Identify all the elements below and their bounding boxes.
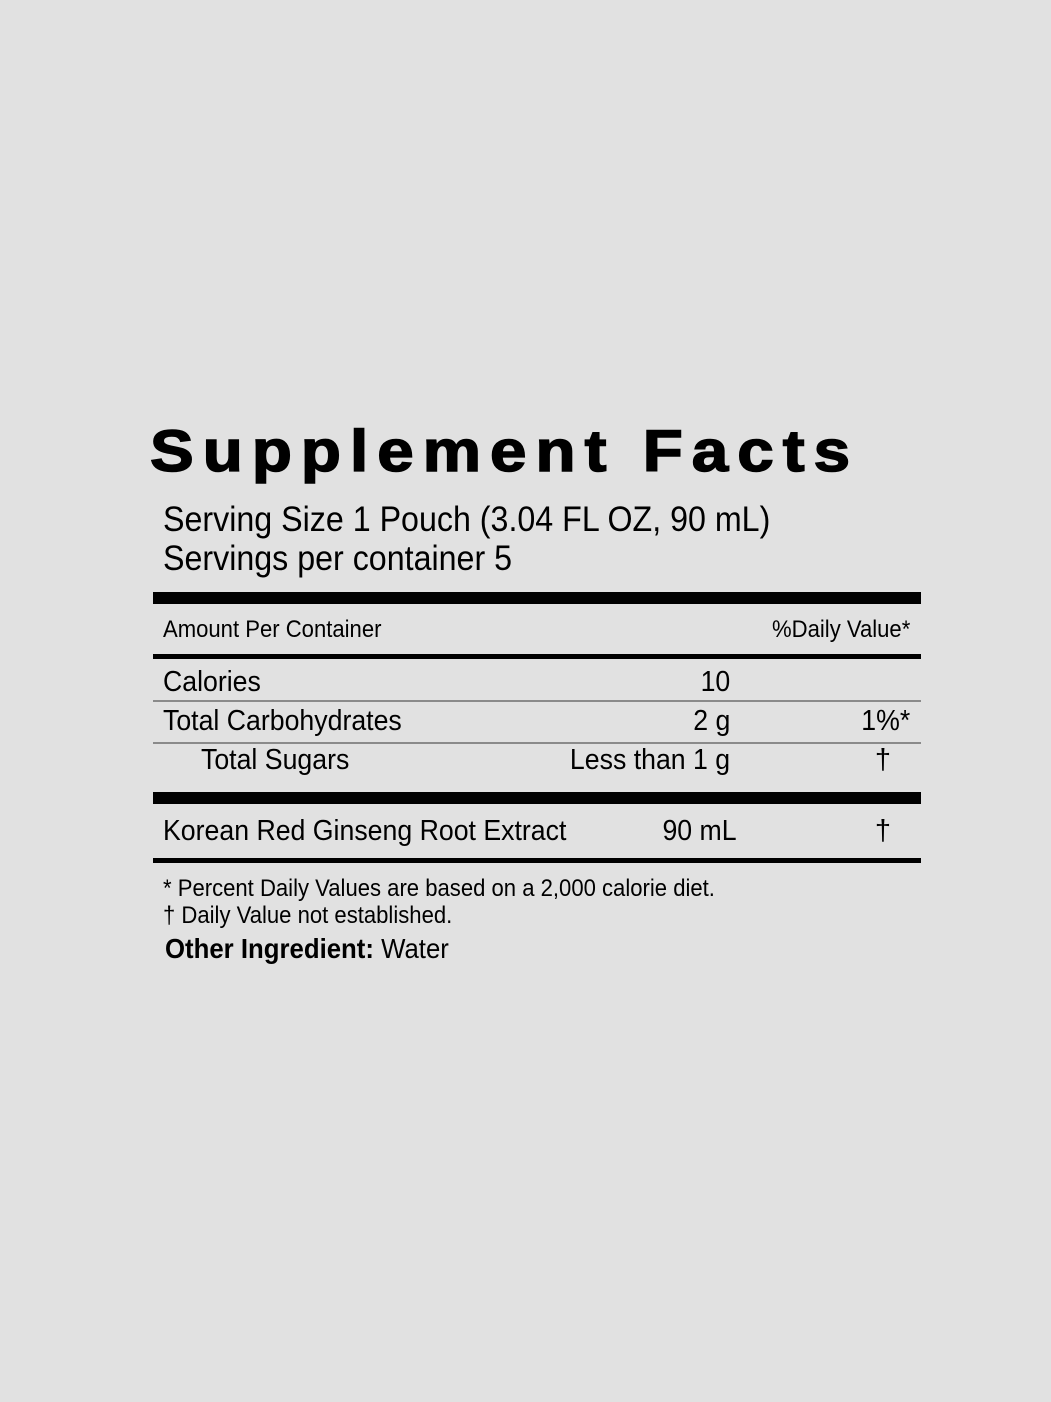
thin-divider	[153, 742, 921, 744]
other-ingredient-value: Water	[373, 933, 449, 964]
nutrient-label: Total Carbohydrates	[163, 705, 402, 737]
medium-divider	[153, 858, 921, 863]
ingredient-label: Korean Red Ginseng Root Extract	[163, 815, 567, 847]
label-title: Supplement Facts	[149, 418, 860, 485]
other-ingredient: Other Ingredient: Water	[165, 933, 474, 965]
nutrient-dv: 1%*	[861, 705, 910, 737]
serving-size: Serving Size 1 Pouch (3.04 FL OZ, 90 mL)	[163, 500, 771, 539]
ingredient-dv: †	[874, 815, 891, 847]
nutrient-row-calories: Calories 10	[0, 664, 1051, 700]
servings-per-container: Servings per container 5	[163, 539, 513, 578]
nutrient-label: Total Sugars	[201, 744, 350, 776]
nutrient-row-carbs: Total Carbohydrates 2 g 1%*	[0, 703, 1051, 739]
daily-value-header: %Daily Value*	[771, 616, 910, 643]
nutrient-amount: Less than 1 g	[569, 744, 730, 776]
medium-divider	[153, 654, 921, 659]
thick-divider	[153, 792, 921, 804]
nutrient-row-sugars: Total Sugars Less than 1 g †	[0, 742, 1051, 778]
nutrient-amount: 10	[700, 666, 730, 698]
nutrient-label: Calories	[163, 666, 261, 698]
amount-header: Amount Per Container	[163, 616, 382, 643]
ingredient-row-ginseng: Korean Red Ginseng Root Extract 90 mL †	[0, 813, 1051, 849]
nutrient-dv: †	[874, 744, 891, 776]
thin-divider	[153, 700, 921, 702]
footnote-percent: * Percent Daily Values are based on a 2,…	[163, 875, 715, 902]
ingredient-amount: 90 mL	[662, 815, 737, 847]
other-ingredient-label: Other Ingredient:	[165, 933, 374, 964]
nutrient-amount: 2 g	[692, 705, 730, 737]
thick-divider	[153, 592, 921, 604]
header-row: Amount Per Container %Daily Value*	[0, 612, 1051, 648]
footnote-dagger: † Daily Value not established.	[163, 902, 453, 929]
